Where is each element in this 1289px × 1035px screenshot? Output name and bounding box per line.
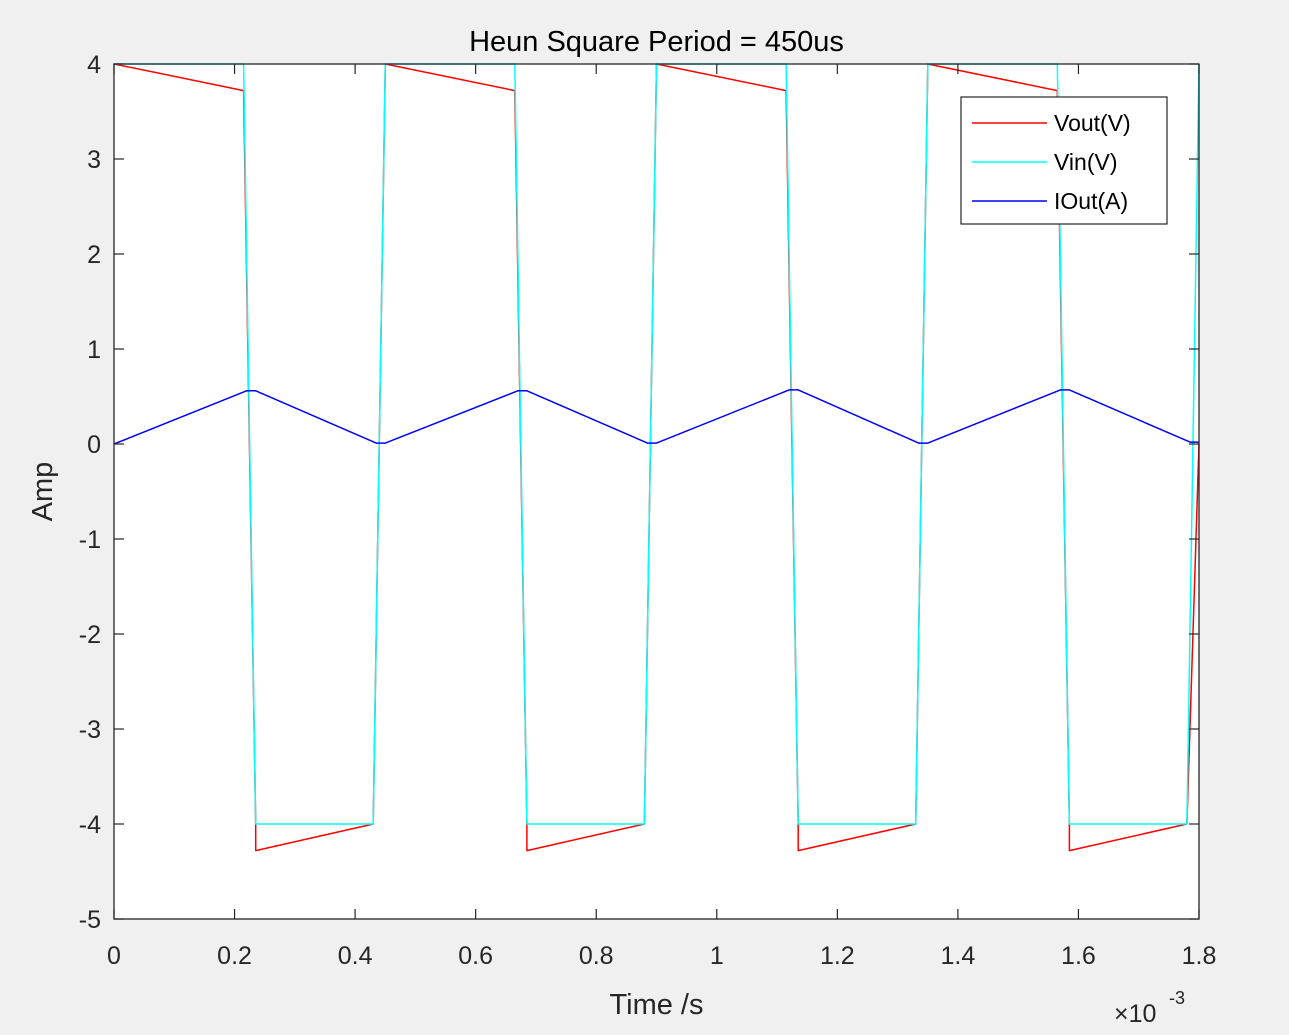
axes-box <box>113 63 1200 920</box>
series-line-iout-a <box>113 389 1199 445</box>
x-tick-label: 1.2 <box>820 942 855 970</box>
legend-entry-vin: Vin(V) <box>972 149 1118 175</box>
x-tick-label: 1.8 <box>1182 942 1217 970</box>
x-axis-label: Time /s <box>610 989 704 1021</box>
y-tick-label: 2 <box>87 241 101 269</box>
x-axis-exponent: ×10 -3 <box>1114 988 1185 1028</box>
legend-label-vout: Vout(V) <box>1054 110 1131 136</box>
legend-label-iout: IOut(A) <box>1054 188 1128 214</box>
legend: Vout(V) Vin(V) IOut(A) <box>960 96 1168 225</box>
legend-entry-vout: Vout(V) <box>972 110 1131 136</box>
chart-title: Heun Square Period = 450us <box>469 26 844 58</box>
legend-label-vin: Vin(V) <box>1054 149 1118 175</box>
y-tick-label: 3 <box>87 146 101 174</box>
y-tick-label: 1 <box>87 336 101 364</box>
x-tick-label: 0.8 <box>579 942 614 970</box>
x-tick-label: 0.4 <box>338 942 373 970</box>
y-tick-label: -4 <box>79 811 101 839</box>
y-tick-label: -3 <box>79 716 101 744</box>
x-tick-label: 1 <box>710 942 724 970</box>
x-axis-ticks: 0 0.2 0.4 0.6 0.8 1 1.2 1.4 1.6 1.8 <box>107 64 1216 970</box>
x-tick-label: 1.4 <box>941 942 976 970</box>
y-tick-label: -1 <box>79 526 101 554</box>
y-tick-label: 4 <box>87 51 101 79</box>
x-tick-label: 0 <box>107 942 121 970</box>
y-axis-ticks: 4 3 2 1 0 -1 -2 -3 -4 -5 <box>79 51 1199 934</box>
legend-entry-iout: IOut(A) <box>972 188 1128 214</box>
x-tick-label: 0.2 <box>217 942 252 970</box>
y-axis-label: Amp <box>27 462 59 522</box>
x-exponent-base: ×10 <box>1114 1000 1156 1028</box>
x-exponent-power: -3 <box>1169 988 1185 1008</box>
x-tick-label: 1.6 <box>1061 942 1096 970</box>
y-tick-label: -2 <box>79 621 101 649</box>
y-tick-label: 0 <box>87 431 101 459</box>
x-tick-label: 0.6 <box>458 942 493 970</box>
legend-box <box>960 96 1168 225</box>
y-tick-label: -5 <box>79 906 101 934</box>
